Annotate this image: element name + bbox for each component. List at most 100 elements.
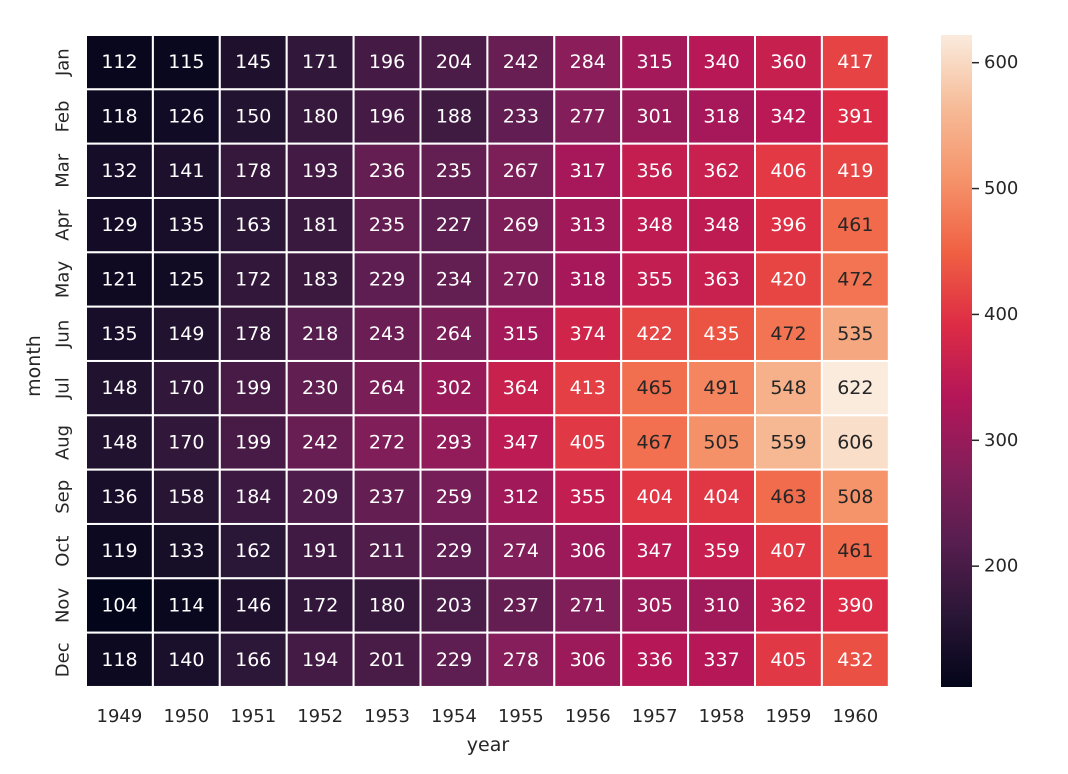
heatmap-cell <box>553 577 623 634</box>
cell-value-label: 133 <box>168 540 204 562</box>
cell-value-label: 272 <box>369 431 405 453</box>
cell-value-label: 140 <box>168 649 204 671</box>
heatmap-cell <box>486 305 556 362</box>
cell-value-label: 277 <box>570 105 606 127</box>
heatmap-cell <box>820 468 890 525</box>
heatmap-cell <box>151 577 221 634</box>
colorbar-tick-label: 200 <box>984 556 1018 577</box>
y-tick-label: Mar <box>53 153 74 188</box>
heatmap-cell <box>151 522 221 580</box>
cell-value-label: 548 <box>770 377 806 399</box>
cell-value-label: 559 <box>770 431 806 453</box>
cell-value-label: 342 <box>770 105 806 127</box>
heatmap-cell <box>486 522 556 580</box>
cell-value-label: 115 <box>168 51 204 73</box>
cell-value-label: 313 <box>570 214 606 236</box>
heatmap-cell <box>620 305 690 362</box>
heatmap-cell <box>486 468 556 525</box>
colorbar-tick-label: 500 <box>984 178 1018 199</box>
cell-value-label: 193 <box>302 160 338 182</box>
cell-value-label: 505 <box>703 431 739 453</box>
heatmap-cell <box>553 251 623 308</box>
colorbar-tick-label: 400 <box>984 304 1018 325</box>
heatmap-cells: 112 115 145 171 196 204 242 284 315 340 360 417 118 1… <box>85 34 890 688</box>
heatmap-cell <box>218 468 288 525</box>
heatmap-cell <box>486 142 556 199</box>
cell-value-label: 347 <box>637 540 673 562</box>
heatmap-cell <box>352 359 422 417</box>
heatmap-cell <box>352 88 422 145</box>
heatmap-cell <box>620 359 690 417</box>
heatmap-cell <box>419 34 489 91</box>
cell-value-label: 236 <box>369 160 405 182</box>
cell-value-label: 237 <box>369 486 405 508</box>
heatmap-cell <box>820 359 890 417</box>
y-tick-label: Nov <box>53 588 74 623</box>
heatmap-cell <box>285 88 355 145</box>
cell-value-label: 404 <box>703 486 739 508</box>
cell-value-label: 126 <box>168 105 204 127</box>
heatmap-cell <box>151 631 221 688</box>
cell-value-label: 188 <box>436 105 472 127</box>
cell-value-label: 420 <box>770 268 806 290</box>
heatmap-cell <box>352 414 422 471</box>
x-tick-label: 1950 <box>163 706 209 727</box>
cell-value-label: 234 <box>436 268 472 290</box>
cell-value-label: 162 <box>235 540 271 562</box>
heatmap-cell <box>687 196 756 254</box>
cell-value-label: 163 <box>235 214 271 236</box>
heatmap-cell <box>151 468 221 525</box>
heatmap-cell <box>820 34 890 91</box>
heatmap-cell <box>419 359 489 417</box>
cell-value-label: 211 <box>369 540 405 562</box>
cell-value-label: 355 <box>637 268 673 290</box>
cell-value-label: 405 <box>570 431 606 453</box>
heatmap-cell <box>820 88 890 145</box>
cell-value-label: 243 <box>369 323 405 345</box>
cell-value-label: 312 <box>503 486 539 508</box>
cell-value-label: 406 <box>770 160 806 182</box>
cell-value-label: 171 <box>302 51 338 73</box>
cell-value-label: 435 <box>703 323 739 345</box>
y-tick-label: Jun <box>53 320 74 349</box>
cell-value-label: 146 <box>235 594 271 616</box>
heatmap-cell <box>687 88 756 145</box>
heatmap-cell <box>820 522 890 580</box>
cell-value-label: 184 <box>235 486 271 508</box>
colorbar <box>941 35 972 687</box>
heatmap-cell <box>687 34 756 91</box>
heatmap-cell <box>820 305 890 362</box>
heatmap-cell <box>419 631 489 688</box>
cell-value-label: 347 <box>503 431 539 453</box>
cell-value-label: 356 <box>637 160 673 182</box>
cell-value-label: 196 <box>369 51 405 73</box>
y-tick-label: Aug <box>53 425 74 460</box>
cell-value-label: 145 <box>235 51 271 73</box>
cell-value-label: 180 <box>369 594 405 616</box>
heatmap-cell <box>151 88 221 145</box>
heatmap-cell <box>553 468 623 525</box>
heatmap-cell <box>486 88 556 145</box>
cell-value-label: 141 <box>168 160 204 182</box>
heatmap-cell <box>285 305 355 362</box>
cell-value-label: 148 <box>101 377 137 399</box>
heatmap-cell <box>419 305 489 362</box>
heatmap-cell <box>151 251 221 308</box>
heatmap-cell <box>352 631 422 688</box>
cell-value-label: 172 <box>302 594 338 616</box>
cell-value-label: 172 <box>235 268 271 290</box>
heatmap-cell <box>553 34 623 91</box>
heatmap-cell <box>620 577 690 634</box>
cell-value-label: 119 <box>101 540 137 562</box>
x-tick-label: 1956 <box>565 706 611 727</box>
cell-value-label: 148 <box>101 431 137 453</box>
heatmap-cell <box>687 631 756 688</box>
heatmap-cell <box>419 251 489 308</box>
cell-value-label: 136 <box>101 486 137 508</box>
cell-value-label: 180 <box>302 105 338 127</box>
cell-value-label: 166 <box>235 649 271 671</box>
cell-value-label: 318 <box>570 268 606 290</box>
cell-value-label: 270 <box>503 268 539 290</box>
heatmap-cell <box>85 305 154 362</box>
cell-value-label: 467 <box>637 431 673 453</box>
